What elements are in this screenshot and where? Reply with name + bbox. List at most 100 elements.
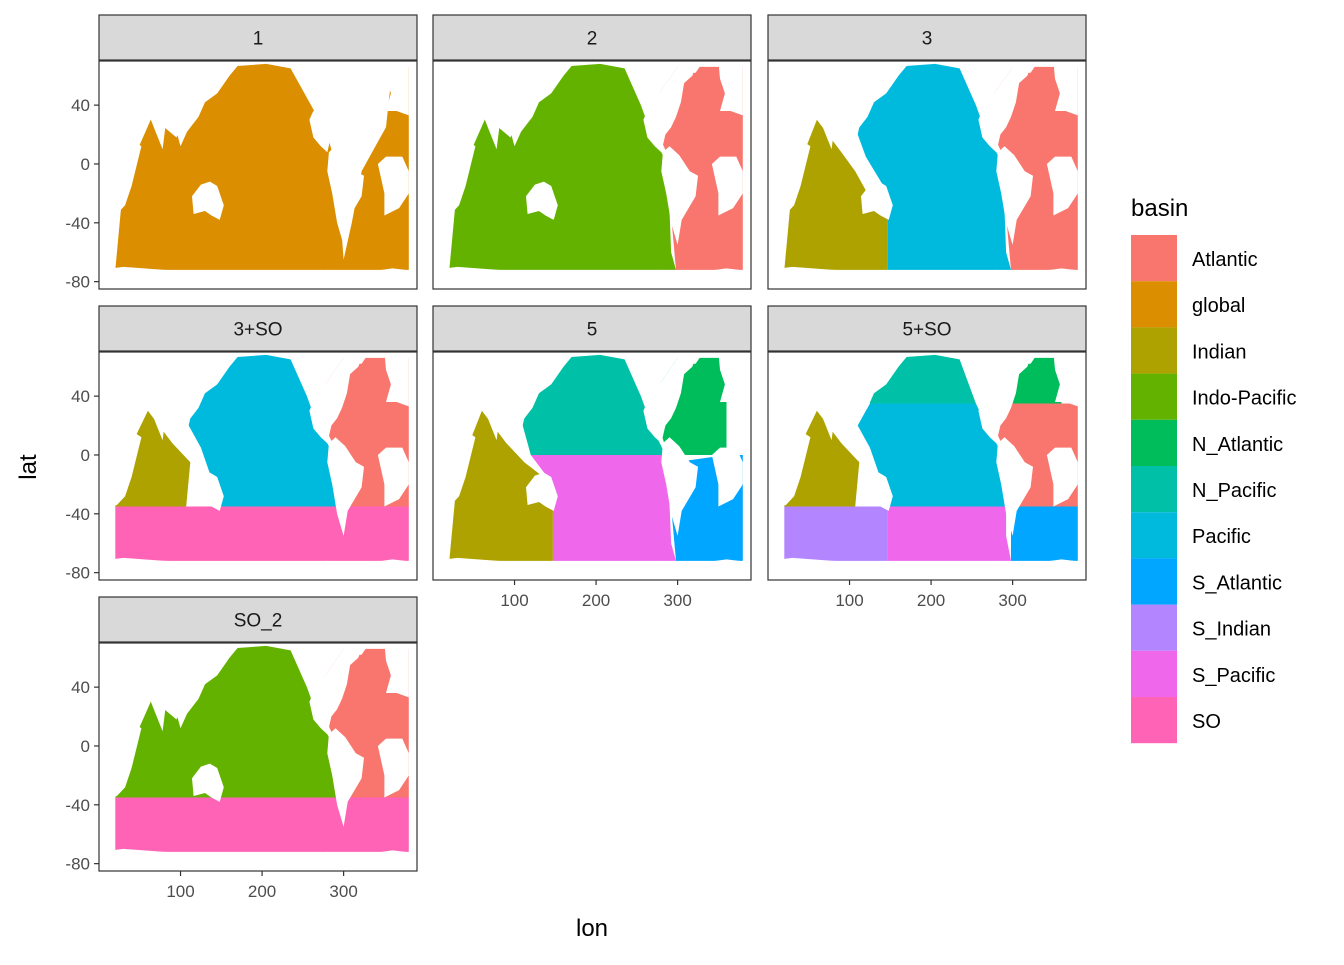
y-tick-label: -40 xyxy=(65,796,90,815)
basin-region-atlantic xyxy=(643,66,743,270)
legend-title: basin xyxy=(1131,195,1188,222)
legend-key-indian xyxy=(1131,327,1177,374)
x-tick-label: 200 xyxy=(917,591,945,610)
legend-label: N_Pacific xyxy=(1192,480,1276,502)
facet-panel-5+SO: 5+SO 100 200 300 xyxy=(767,305,1087,610)
basin-region-s-indian xyxy=(784,506,888,561)
legend-items: Atlantic global Indian Indo-Pacific N_Atlant… xyxy=(1131,235,1297,744)
x-tick-label: 300 xyxy=(663,591,691,610)
y-tick-label: 0 xyxy=(81,737,90,756)
legend-key-pacific xyxy=(1131,512,1177,559)
y-axis-label: lat xyxy=(15,454,42,480)
facet-strip-label: 5+SO xyxy=(902,320,951,341)
facet-strip xyxy=(98,14,418,61)
basin-regions xyxy=(115,645,409,852)
basin-region-indian xyxy=(784,410,860,507)
basin-region-indo-pacific xyxy=(449,63,676,270)
basin-regions xyxy=(449,354,743,561)
basin-region-so xyxy=(115,506,409,561)
y-tick-label: 40 xyxy=(71,387,90,406)
y-tick-label: 0 xyxy=(81,155,90,174)
facet-strip-label: 5 xyxy=(587,320,598,341)
y-tick-label: 40 xyxy=(71,96,90,115)
x-tick-label: 200 xyxy=(582,591,610,610)
panel-border xyxy=(767,351,1087,581)
x-axis-label: lon xyxy=(576,915,608,942)
facet-strip xyxy=(98,305,418,352)
basin-region-global xyxy=(115,63,409,270)
basin-region-n-pacific xyxy=(522,354,666,455)
basin-region-n-atlantic xyxy=(643,357,727,455)
basin-region-indo-pacific xyxy=(115,645,338,798)
legend-label: SO xyxy=(1192,711,1221,733)
legend-label: S_Pacific xyxy=(1192,665,1275,687)
facet-panel-3: 3 xyxy=(767,14,1087,290)
y-tick-label: 40 xyxy=(71,678,90,697)
legend-label: N_Atlantic xyxy=(1192,434,1283,456)
legend-key-s-indian xyxy=(1131,604,1177,651)
panel-border xyxy=(98,351,418,581)
facet-strip-label: 2 xyxy=(587,29,598,50)
x-tick-label: 100 xyxy=(500,591,528,610)
facet-panel-1: 1 40 0 -40 -80 xyxy=(65,14,418,292)
y-tick-label: -80 xyxy=(65,564,90,583)
y-tick-label: 0 xyxy=(81,446,90,465)
basin-region-indian xyxy=(449,410,553,561)
legend-label: Pacific xyxy=(1192,526,1251,548)
legend-label: S_Atlantic xyxy=(1192,572,1282,594)
facet-panel-SO_2: SO_2 40 0 -40 -80 100 200 300 xyxy=(65,596,418,901)
legend-key-global xyxy=(1131,281,1177,328)
panel-border xyxy=(432,351,752,581)
basin-regions xyxy=(449,63,743,270)
basin-region-atlantic xyxy=(309,648,409,798)
basin-region-s-atlantic xyxy=(671,455,743,561)
legend-label: Atlantic xyxy=(1192,249,1258,271)
legend-label: global xyxy=(1192,295,1245,317)
basin-region-atlantic xyxy=(978,403,1078,507)
facet-strip xyxy=(98,596,418,643)
basin-regions xyxy=(784,354,1078,561)
facet-strip-label: 3+SO xyxy=(233,320,282,341)
y-tick-label: -40 xyxy=(65,505,90,524)
panel-border xyxy=(432,60,752,290)
panel-border xyxy=(767,60,1087,290)
basin-region-pacific xyxy=(857,63,1011,270)
facet-strip xyxy=(432,14,752,61)
basin-region-n-pacific xyxy=(869,354,976,404)
x-tick-label: 100 xyxy=(166,882,194,901)
x-tick-label: 100 xyxy=(835,591,863,610)
basin-region-indian xyxy=(115,410,191,507)
facet-strip xyxy=(432,305,752,352)
basin-region-s-atlantic xyxy=(1011,506,1078,561)
basin-region-indian xyxy=(784,119,888,270)
facet-strip xyxy=(767,305,1087,352)
basin-regions xyxy=(115,63,409,270)
panel-border xyxy=(98,642,418,872)
facet-panel-3+SO: 3+SO 40 0 -40 -80 xyxy=(65,305,418,583)
legend-key-so xyxy=(1131,697,1177,744)
y-tick-label: -80 xyxy=(65,273,90,292)
basin-region-s-pacific xyxy=(887,506,1011,561)
basin-region-s-pacific xyxy=(530,455,676,561)
legend-key-atlantic xyxy=(1131,235,1177,282)
legend-label: Indo-Pacific xyxy=(1192,388,1297,410)
basin-regions xyxy=(784,63,1078,270)
x-tick-label: 300 xyxy=(329,882,357,901)
legend-key-n-pacific xyxy=(1131,466,1177,513)
basin-region-pacific xyxy=(188,354,338,507)
basin-region-atlantic xyxy=(978,66,1078,270)
panels-layer: 1 40 0 -40 -80 2 3 3+SO 40 0 -40 -80 5 100 200 300 5+SO 1… xyxy=(65,14,1087,901)
legend-label: Indian xyxy=(1192,341,1247,363)
basin-region-so xyxy=(115,797,409,852)
panel-border xyxy=(98,60,418,290)
legend-key-s-pacific xyxy=(1131,650,1177,697)
facet-strip-label: 1 xyxy=(253,29,264,50)
y-tick-label: -40 xyxy=(65,214,90,233)
facet-strip-label: SO_2 xyxy=(234,611,283,632)
x-tick-label: 200 xyxy=(248,882,276,901)
x-tick-label: 300 xyxy=(998,591,1026,610)
basin-region-atlantic xyxy=(309,357,409,507)
legend-key-n-atlantic xyxy=(1131,419,1177,466)
legend-key-s-atlantic xyxy=(1131,558,1177,605)
